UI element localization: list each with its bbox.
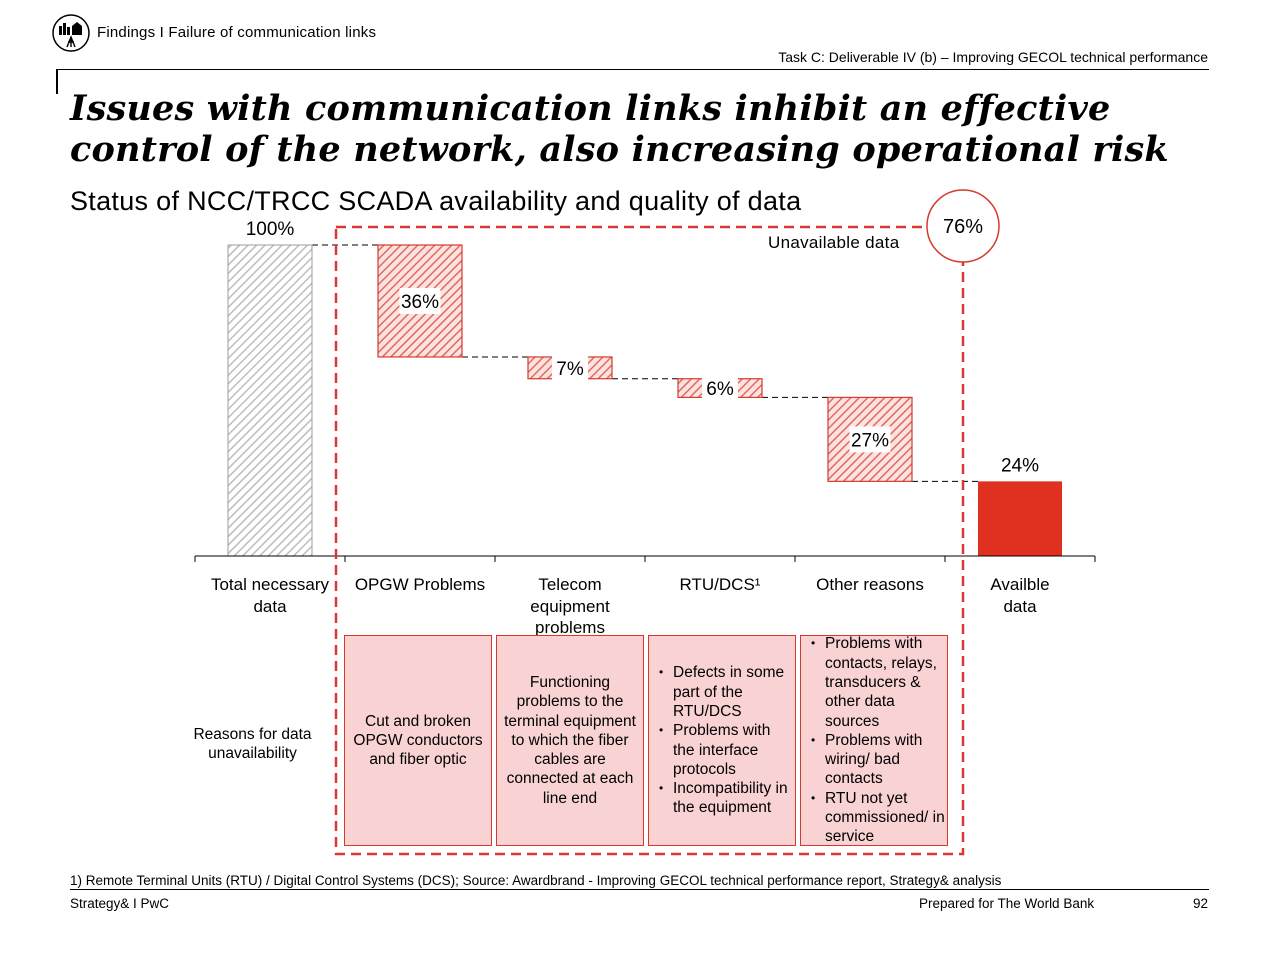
category-label-opgw: OPGW Problems [354,575,486,594]
chart-subtitle: Status of NCC/TRCC SCADA availability an… [70,186,802,216]
category-label-available: Availble data [990,575,1050,616]
value-label-bg-opgw [399,287,441,314]
page-title: Issues with communication links inhibit … [70,88,1169,170]
pwc-strategy-logo-icon [52,14,90,52]
value-label-bg-other [849,426,891,453]
value-label-telecom: 7% [556,359,584,380]
category-label-telecom: Telecom equipment problems [530,575,610,637]
reason-item-other-3: RTU not yet commissioned/ in service [811,789,947,847]
value-label-other: 27% [851,430,889,451]
reason-box-other: Problems with contacts, relays, transduc… [800,634,948,847]
footnote: 1) Remote Terminal Units (RTU) / Digital… [70,873,1002,888]
reason-item-rtu-1: Defects in some part of the RTU/DCS [659,663,795,721]
header-corner-mark [56,69,58,94]
unavailable-data-value: 76% [943,216,983,238]
reason-box-telecom: Functioning problems to the terminal equ… [496,635,644,846]
reason-item-rtu-3: Incompatibility in the equipment [659,779,795,818]
footer-brand: Strategy& I PwC [70,896,170,911]
reason-item-rtu-2: Problems with the interface protocols [659,721,795,779]
value-label-rtu-dcs: 6% [706,379,734,400]
reason-text-telecom: Functioning problems to the terminal equ… [504,673,636,807]
reason-box-rtu-dcs: Defects in some part of the RTU/DCS Prob… [648,635,796,846]
reason-box-opgw: Cut and broken OPGW conductors and fiber… [344,635,492,846]
unavailable-data-circle [926,189,1000,263]
unavailable-data-label: Unavailable data [768,233,900,252]
unavailable-data-highlight [334,225,965,856]
task-reference: Task C: Deliverable IV (b) – Improving G… [778,49,1208,65]
reason-item-other-2: Problems with wiring/ bad contacts [811,731,947,789]
value-label-bg-rtu-dcs [702,376,738,400]
value-label-opgw: 36% [401,292,439,313]
reasons-row-label: Reasons for data unavailability [193,726,312,763]
value-label-bg-telecom [552,354,588,381]
breadcrumb: Findings I Failure of communication link… [97,24,377,41]
category-label-other: Other reasons [816,575,924,594]
bar-available [978,481,1062,556]
footer-prepared-for: Prepared for The World Bank [919,896,1095,911]
value-label-total: 100% [246,219,295,240]
category-label-rtu-dcs: RTU/DCS¹ [679,575,761,594]
value-label-available: 24% [1001,455,1039,476]
page-number: 92 [1192,896,1208,911]
header-divider [56,69,1209,70]
reason-item-other-1: Problems with contacts, relays, transduc… [811,634,947,730]
bar-total [227,244,313,557]
reason-text-opgw: Cut and broken OPGW conductors and fiber… [353,712,483,769]
footer-divider [70,889,1209,890]
category-label-total: Total necessary data [210,575,330,616]
